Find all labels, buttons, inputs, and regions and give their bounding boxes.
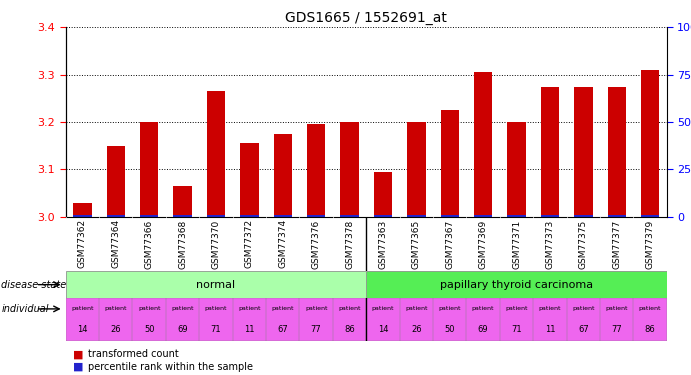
Text: GSM77362: GSM77362: [78, 219, 87, 268]
Bar: [307, 124, 325, 217]
Text: GSM77370: GSM77370: [211, 219, 220, 268]
Text: patient: patient: [339, 306, 361, 311]
Text: normal: normal: [196, 280, 236, 290]
Text: GSM77374: GSM77374: [278, 219, 287, 268]
Text: 71: 71: [211, 325, 221, 334]
Text: patient: patient: [405, 306, 428, 311]
Bar: [207, 215, 225, 217]
Text: GSM77366: GSM77366: [144, 219, 153, 268]
Bar: [341, 215, 359, 217]
Bar: [307, 215, 325, 217]
Bar: [441, 215, 459, 217]
Text: patient: patient: [505, 306, 528, 311]
Text: patient: patient: [238, 306, 261, 311]
Bar: [641, 70, 659, 217]
Bar: [73, 215, 91, 217]
Text: patient: patient: [71, 306, 93, 311]
Text: 77: 77: [612, 325, 622, 334]
Text: GSM77371: GSM77371: [512, 219, 521, 268]
Bar: [106, 215, 125, 217]
Text: GSM77376: GSM77376: [312, 219, 321, 268]
Text: GSM77375: GSM77375: [579, 219, 588, 268]
Text: GSM77367: GSM77367: [445, 219, 454, 268]
Text: GSM77378: GSM77378: [345, 219, 354, 268]
Text: patient: patient: [572, 306, 594, 311]
Bar: [140, 122, 158, 217]
Text: individual: individual: [1, 304, 49, 314]
Text: 14: 14: [378, 325, 388, 334]
Text: GSM77379: GSM77379: [645, 219, 654, 268]
Text: patient: patient: [205, 306, 227, 311]
Bar: [274, 134, 292, 217]
Text: GSM77365: GSM77365: [412, 219, 421, 268]
Text: ■: ■: [73, 350, 83, 359]
Text: 14: 14: [77, 325, 88, 334]
Bar: [541, 87, 559, 217]
Text: 69: 69: [477, 325, 489, 334]
Text: 50: 50: [144, 325, 154, 334]
Bar: [541, 215, 559, 217]
Text: patient: patient: [605, 306, 628, 311]
Bar: [574, 87, 592, 217]
Text: 50: 50: [444, 325, 455, 334]
Text: patient: patient: [272, 306, 294, 311]
Text: GSM77368: GSM77368: [178, 219, 187, 268]
Bar: [407, 215, 426, 217]
Text: GSM77373: GSM77373: [545, 219, 554, 268]
Text: 67: 67: [578, 325, 589, 334]
Text: patient: patient: [138, 306, 160, 311]
Text: percentile rank within the sample: percentile rank within the sample: [88, 362, 253, 372]
Text: disease state: disease state: [1, 280, 66, 290]
Text: patient: patient: [439, 306, 461, 311]
Text: 67: 67: [277, 325, 288, 334]
Text: 11: 11: [545, 325, 555, 334]
Text: GSM77369: GSM77369: [479, 219, 488, 268]
Bar: [607, 215, 626, 217]
Text: patient: patient: [305, 306, 328, 311]
Text: patient: patient: [104, 306, 127, 311]
Text: GSM77363: GSM77363: [379, 219, 388, 268]
Bar: [574, 215, 592, 217]
Bar: [341, 122, 359, 217]
Bar: [240, 143, 258, 217]
Bar: [207, 91, 225, 217]
Bar: [374, 215, 392, 217]
Text: GSM77364: GSM77364: [111, 219, 120, 268]
Bar: [274, 215, 292, 217]
Text: 26: 26: [411, 325, 422, 334]
Bar: [474, 215, 492, 217]
Text: 86: 86: [645, 325, 656, 334]
Bar: [374, 172, 392, 217]
Bar: [73, 202, 91, 217]
Text: patient: patient: [639, 306, 661, 311]
Bar: [507, 215, 526, 217]
Text: 26: 26: [111, 325, 121, 334]
Text: 77: 77: [311, 325, 321, 334]
Bar: [407, 122, 426, 217]
Text: papillary thyroid carcinoma: papillary thyroid carcinoma: [440, 280, 593, 290]
Bar: [641, 215, 659, 217]
Text: patient: patient: [372, 306, 394, 311]
Bar: [474, 72, 492, 217]
Bar: [106, 146, 125, 217]
Bar: [507, 122, 526, 217]
Text: patient: patient: [539, 306, 561, 311]
Text: GSM77377: GSM77377: [612, 219, 621, 268]
Text: patient: patient: [472, 306, 494, 311]
Bar: [607, 87, 626, 217]
Text: ■: ■: [73, 362, 83, 372]
Text: 69: 69: [177, 325, 188, 334]
Text: GSM77372: GSM77372: [245, 219, 254, 268]
Bar: [173, 215, 191, 217]
Text: 86: 86: [344, 325, 355, 334]
Bar: [173, 186, 191, 217]
Bar: [441, 110, 459, 217]
Text: transformed count: transformed count: [88, 350, 178, 359]
Text: GDS1665 / 1552691_at: GDS1665 / 1552691_at: [285, 11, 447, 25]
Text: 11: 11: [244, 325, 254, 334]
Text: patient: patient: [171, 306, 193, 311]
Bar: [240, 215, 258, 217]
Bar: [140, 215, 158, 217]
Text: 71: 71: [511, 325, 522, 334]
